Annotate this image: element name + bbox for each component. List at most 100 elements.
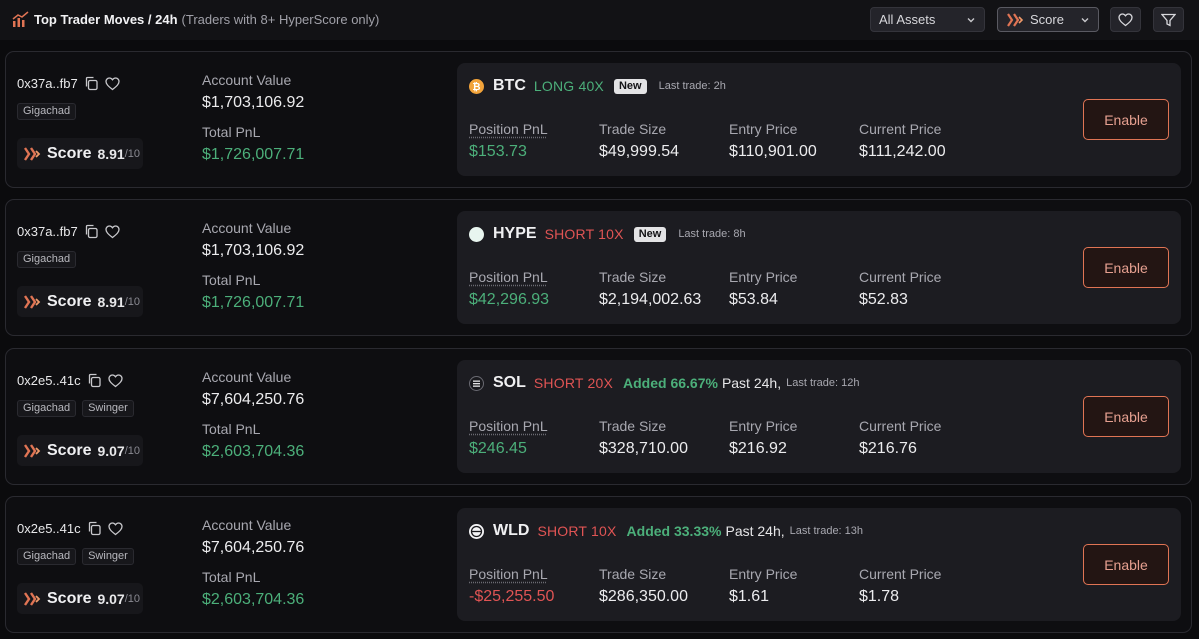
enable-button[interactable]: Enable — [1083, 396, 1169, 437]
current-price-value: $52.83 — [859, 291, 908, 308]
total-pnl-label: Total PnL — [202, 421, 261, 437]
copy-icon[interactable] — [84, 224, 99, 239]
total-pnl-label: Total PnL — [202, 124, 261, 140]
asset-filter-label: All Assets — [879, 12, 936, 27]
heart-icon[interactable] — [105, 76, 120, 91]
score-denominator: /10 — [124, 592, 141, 605]
heart-icon[interactable] — [105, 224, 120, 239]
account-value-block: Account Value $1,703,106.92 — [202, 72, 304, 112]
position-pnl-value: -$25,255.50 — [469, 588, 555, 605]
chevron-down-icon — [1081, 17, 1089, 22]
top-bar: Top Trader Moves / 24h (Traders with 8+ … — [0, 0, 1199, 40]
copy-icon[interactable] — [87, 521, 102, 536]
position-past: Past 24h, — [725, 523, 785, 539]
sort-select[interactable]: Score — [997, 7, 1099, 32]
total-pnl-block: Total PnL $2,603,704.36 — [202, 569, 304, 609]
trader-tags: Gigachad — [17, 103, 77, 120]
current-price-label: Current Price — [859, 418, 942, 434]
position-symbol: BTC — [493, 77, 526, 94]
last-trade: Last trade: 12h — [786, 377, 860, 389]
heart-icon[interactable] — [107, 521, 123, 536]
position-side: SHORT 20X — [533, 375, 613, 391]
entry-price-value: $53.84 — [729, 291, 778, 308]
position-pnl-block: Position PnL $42,296.93 — [469, 269, 549, 309]
new-badge: New — [613, 78, 647, 94]
entry-price-label: Entry Price — [729, 121, 798, 137]
title-main: Top Trader Moves / 24h — [34, 12, 178, 27]
position-past: Past 24h, — [721, 375, 782, 391]
position-header: WLD SHORT 10X Added 33.33% Past 24h, Las… — [469, 521, 863, 541]
score-badge: Score 8.91 /10 — [17, 138, 143, 169]
account-value-label: Account Value — [202, 369, 292, 385]
svg-text:₿: ₿ — [472, 81, 480, 93]
sort-select-label: Score — [1030, 12, 1064, 27]
entry-price-block: Entry Price $1.61 — [729, 566, 797, 606]
trade-size-value: $286,350.00 — [599, 588, 688, 605]
score-label: Score — [47, 144, 92, 162]
copy-icon[interactable] — [87, 373, 102, 388]
filter-button[interactable] — [1153, 7, 1184, 32]
position-pnl-label: Position PnL — [469, 566, 548, 582]
current-price-value: $111,242.00 — [859, 143, 946, 160]
trader-tags: Gigachad Swinger — [17, 400, 134, 417]
new-badge: New — [633, 226, 667, 242]
enable-button[interactable]: Enable — [1083, 247, 1169, 288]
filter-icon — [1161, 13, 1176, 27]
total-pnl-block: Total PnL $1,726,007.71 — [202, 124, 304, 164]
position-panel: WLD SHORT 10X Added 33.33% Past 24h, Las… — [457, 508, 1181, 621]
trader-tag: Swinger — [82, 400, 134, 417]
current-price-block: Current Price $216.76 — [859, 418, 941, 458]
account-value-label: Account Value — [202, 220, 292, 236]
position-pnl-label: Position PnL — [469, 269, 548, 285]
hyperscore-icon — [24, 146, 41, 161]
enable-button[interactable]: Enable — [1083, 544, 1169, 585]
position-pnl-label: Position PnL — [469, 418, 548, 434]
trader-address: 0x2e5..41c — [17, 373, 81, 388]
trade-size-block: Trade Size $286,350.00 — [599, 566, 688, 606]
btc-coin-icon: ₿ — [469, 78, 484, 94]
score-value: 9.07 — [97, 442, 125, 459]
score-label: Score — [47, 292, 92, 310]
copy-icon[interactable] — [84, 76, 99, 91]
enable-button[interactable]: Enable — [1083, 99, 1169, 140]
score-denominator: /10 — [124, 295, 141, 308]
position-header: ₿ BTC LONG 40X New Last trade: 2h — [469, 76, 726, 96]
total-pnl-block: Total PnL $2,603,704.36 — [202, 421, 304, 461]
account-value: $7,604,250.76 — [202, 539, 305, 556]
account-value-block: Account Value $7,604,250.76 — [202, 517, 304, 557]
heart-icon — [1118, 12, 1133, 26]
account-value-label: Account Value — [202, 517, 292, 533]
entry-price-value: $216.92 — [729, 440, 787, 457]
trade-size-label: Trade Size — [599, 566, 667, 582]
chart-trend-icon — [12, 11, 29, 27]
position-pnl-block: Position PnL -$25,255.50 — [469, 566, 554, 606]
position-pnl-label: Position PnL — [469, 121, 548, 137]
last-trade: Last trade: 8h — [678, 228, 746, 240]
score-value: 8.91 — [97, 145, 125, 162]
trader-tag: Gigachad — [17, 103, 77, 120]
heart-icon[interactable] — [107, 373, 123, 388]
account-value-block: Account Value $1,703,106.92 — [202, 220, 304, 260]
favorites-button[interactable] — [1110, 7, 1141, 32]
position-pnl-block: Position PnL $246.45 — [469, 418, 548, 458]
score-label: Score — [47, 589, 92, 607]
position-side: SHORT 10X — [537, 523, 617, 539]
entry-price-value: $1.61 — [729, 588, 770, 605]
title-subtitle: (Traders with 8+ HyperScore only) — [181, 12, 380, 27]
score-badge: Score 9.07 /10 — [17, 583, 143, 614]
asset-filter-select[interactable]: All Assets — [870, 7, 985, 32]
score-badge: Score 9.07 /10 — [17, 435, 143, 466]
position-pnl-block: Position PnL $153.73 — [469, 121, 548, 161]
trader-address-row: 0x37a..fb7 — [17, 224, 120, 239]
trader-address: 0x2e5..41c — [17, 521, 81, 536]
trader-tag: Gigachad — [17, 548, 77, 565]
trader-address-row: 0x2e5..41c — [17, 521, 123, 536]
hyperscore-icon — [24, 294, 41, 309]
trader-tag: Gigachad — [17, 400, 77, 417]
last-trade: Last trade: 2h — [658, 80, 726, 92]
trade-size-value: $49,999.54 — [599, 143, 680, 160]
position-header: HYPE SHORT 10X New Last trade: 8h — [469, 224, 746, 244]
total-pnl-block: Total PnL $1,726,007.71 — [202, 272, 304, 312]
trade-size-value: $2,194,002.63 — [599, 291, 702, 308]
account-value: $1,703,106.92 — [202, 242, 305, 259]
